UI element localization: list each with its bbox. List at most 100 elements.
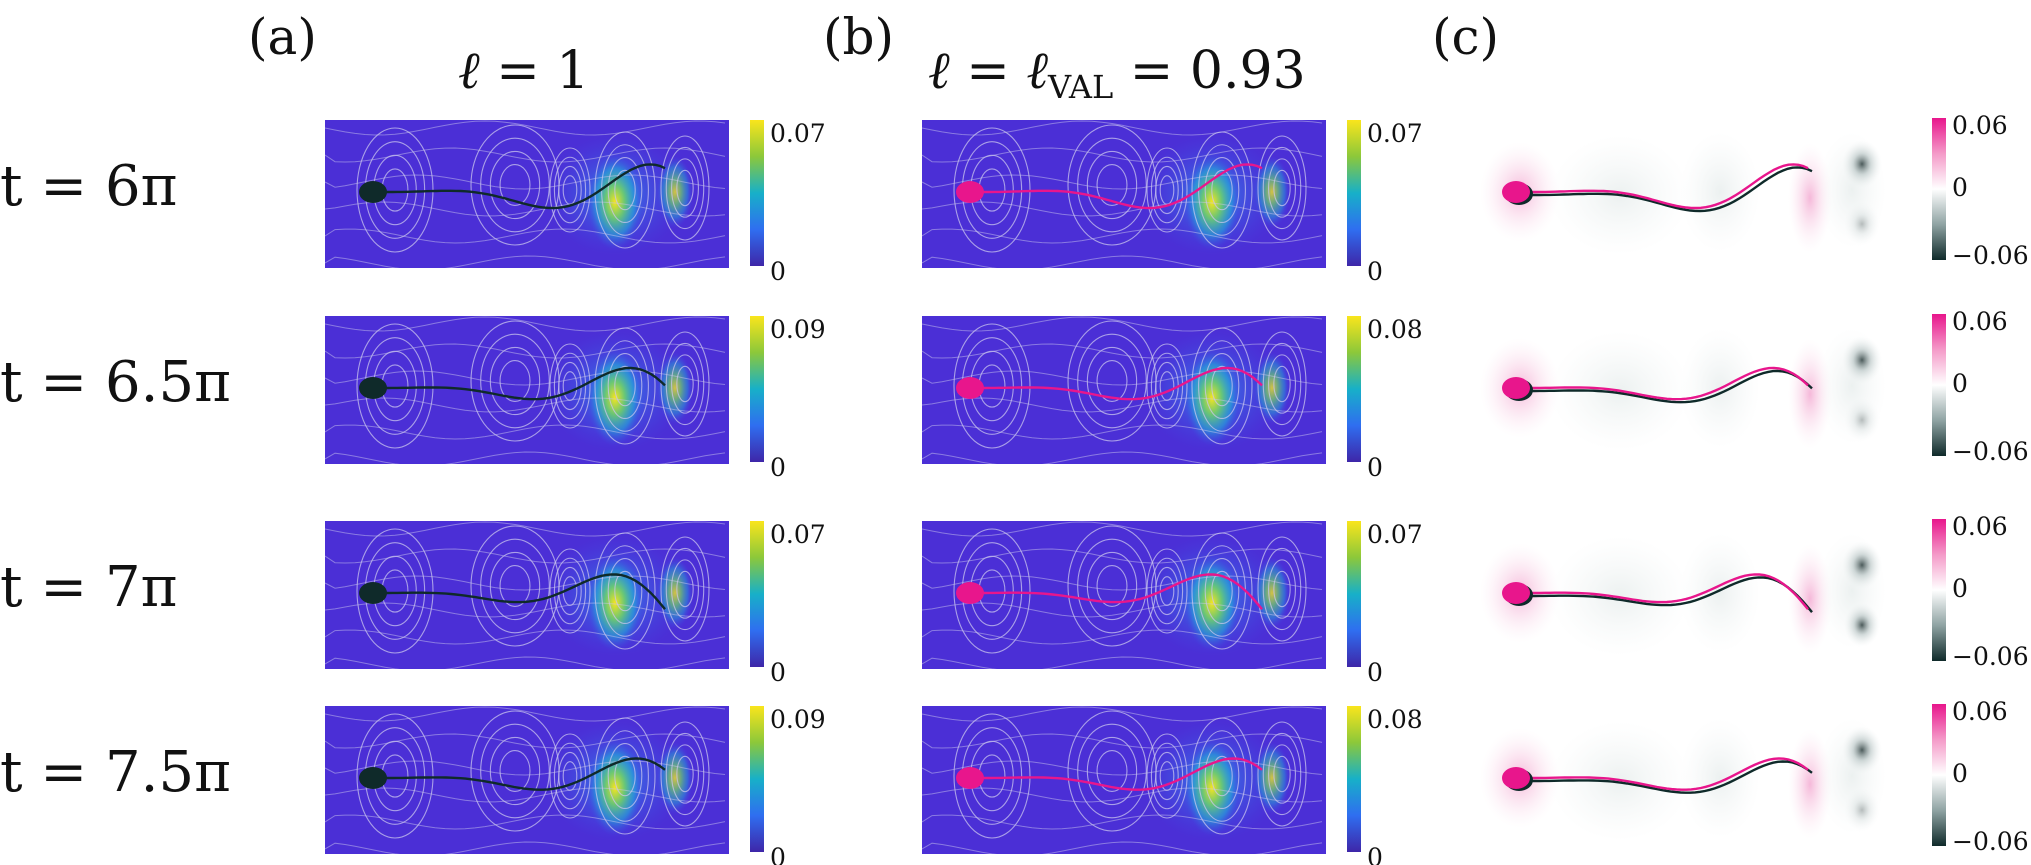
streamline	[325, 255, 726, 268]
streamline	[499, 565, 531, 607]
streamline	[922, 602, 1323, 618]
streamline	[325, 733, 726, 749]
streamline	[922, 370, 1323, 386]
streamline	[671, 354, 699, 414]
streamline	[922, 814, 1323, 830]
streamline	[325, 397, 726, 413]
streamline	[1146, 343, 1188, 429]
colorbar-tick-label: −0.06	[1952, 437, 2029, 466]
streamline	[922, 575, 1323, 591]
streamline	[480, 137, 550, 233]
streamline	[922, 841, 1323, 854]
time-label: t = 6.5π	[0, 350, 231, 415]
streamline	[922, 733, 1323, 749]
panel-label-c: (c)	[1432, 8, 1499, 66]
streamline	[325, 147, 726, 163]
streamline	[499, 360, 531, 402]
streamline	[325, 228, 726, 244]
streamline	[1257, 536, 1307, 642]
colorbar-tick-label: 0	[1952, 759, 1968, 788]
streamline	[922, 255, 1323, 268]
streamline	[922, 397, 1323, 413]
streamline	[1268, 354, 1296, 414]
streamline	[607, 557, 643, 625]
streamline	[660, 536, 710, 642]
colorbar-tick-label: 0	[1952, 574, 1968, 603]
streamline	[1096, 164, 1128, 206]
colorbar-tick-label: 0	[770, 453, 786, 482]
streamline	[1086, 150, 1138, 220]
streamline	[676, 570, 694, 608]
flow-panel-b	[922, 521, 1326, 669]
streamline	[1150, 156, 1184, 224]
colorbar	[1347, 316, 1361, 462]
streamline	[1077, 333, 1147, 429]
streamline	[325, 706, 726, 722]
streamline	[325, 548, 726, 564]
streamline	[325, 760, 726, 776]
streamline	[660, 721, 710, 827]
difference-negative-peak	[1844, 603, 1880, 647]
colorbar	[1932, 704, 1946, 846]
streamline	[325, 316, 726, 332]
streamline	[1155, 751, 1179, 801]
velocity-hotspot	[657, 156, 693, 228]
streamline	[325, 451, 726, 464]
colorbar-tick-label: 0	[1367, 658, 1383, 687]
colorbar-tick-label: 0	[770, 843, 786, 865]
streamline	[1198, 730, 1246, 822]
streamline	[1150, 742, 1184, 810]
streamline	[489, 346, 541, 416]
streamline	[325, 424, 726, 440]
streamline	[607, 352, 643, 420]
streamline	[607, 156, 643, 224]
streamline	[922, 316, 1323, 332]
velocity-hotspot	[1254, 352, 1290, 424]
streamline	[325, 201, 726, 217]
swimmer-filament	[373, 757, 666, 791]
flow-panel-a	[325, 316, 729, 464]
colorbar-tick-label: 0.06	[1952, 512, 2008, 541]
streamline	[1077, 538, 1147, 634]
velocity-hotspot	[657, 557, 693, 629]
swimmer-filament	[373, 573, 666, 610]
streamline	[922, 147, 1323, 163]
streamline	[671, 158, 699, 218]
streamline	[325, 521, 726, 537]
streamline	[325, 370, 726, 386]
streamline	[558, 751, 582, 801]
streamline	[665, 547, 705, 631]
streamline	[671, 559, 699, 619]
streamline	[1257, 721, 1307, 827]
colorbar-tick-label: −0.06	[1952, 241, 2029, 270]
swimmer-filament	[373, 163, 666, 210]
streamline	[601, 730, 649, 822]
swimmer-filament	[373, 366, 666, 401]
difference-negative-region	[1550, 536, 1690, 656]
streamline	[614, 365, 636, 407]
streamline	[1273, 755, 1291, 793]
panel-label-b: (b)	[823, 8, 894, 66]
streamline	[922, 174, 1323, 190]
streamline	[922, 656, 1323, 669]
streamline	[1262, 146, 1302, 230]
velocity-hotspot	[657, 742, 693, 814]
streamline	[676, 169, 694, 207]
swimmer-head	[956, 181, 984, 203]
column-title-b-eq: =	[950, 41, 1027, 101]
swimmer-head-val	[1502, 582, 1530, 604]
colorbar	[1932, 314, 1946, 456]
swimmer-head	[359, 377, 387, 399]
colorbar	[1347, 120, 1361, 266]
streamline	[1257, 135, 1307, 241]
swimmer-filament	[970, 573, 1263, 610]
flow-panel-a	[325, 706, 729, 854]
streamline	[922, 343, 1323, 359]
streamline	[660, 135, 710, 241]
colorbar-tick-label: −0.06	[1952, 827, 2029, 856]
colorbar	[750, 521, 764, 667]
time-label: t = 6π	[0, 154, 177, 219]
streamline	[1204, 156, 1240, 224]
streamline	[1146, 548, 1188, 634]
